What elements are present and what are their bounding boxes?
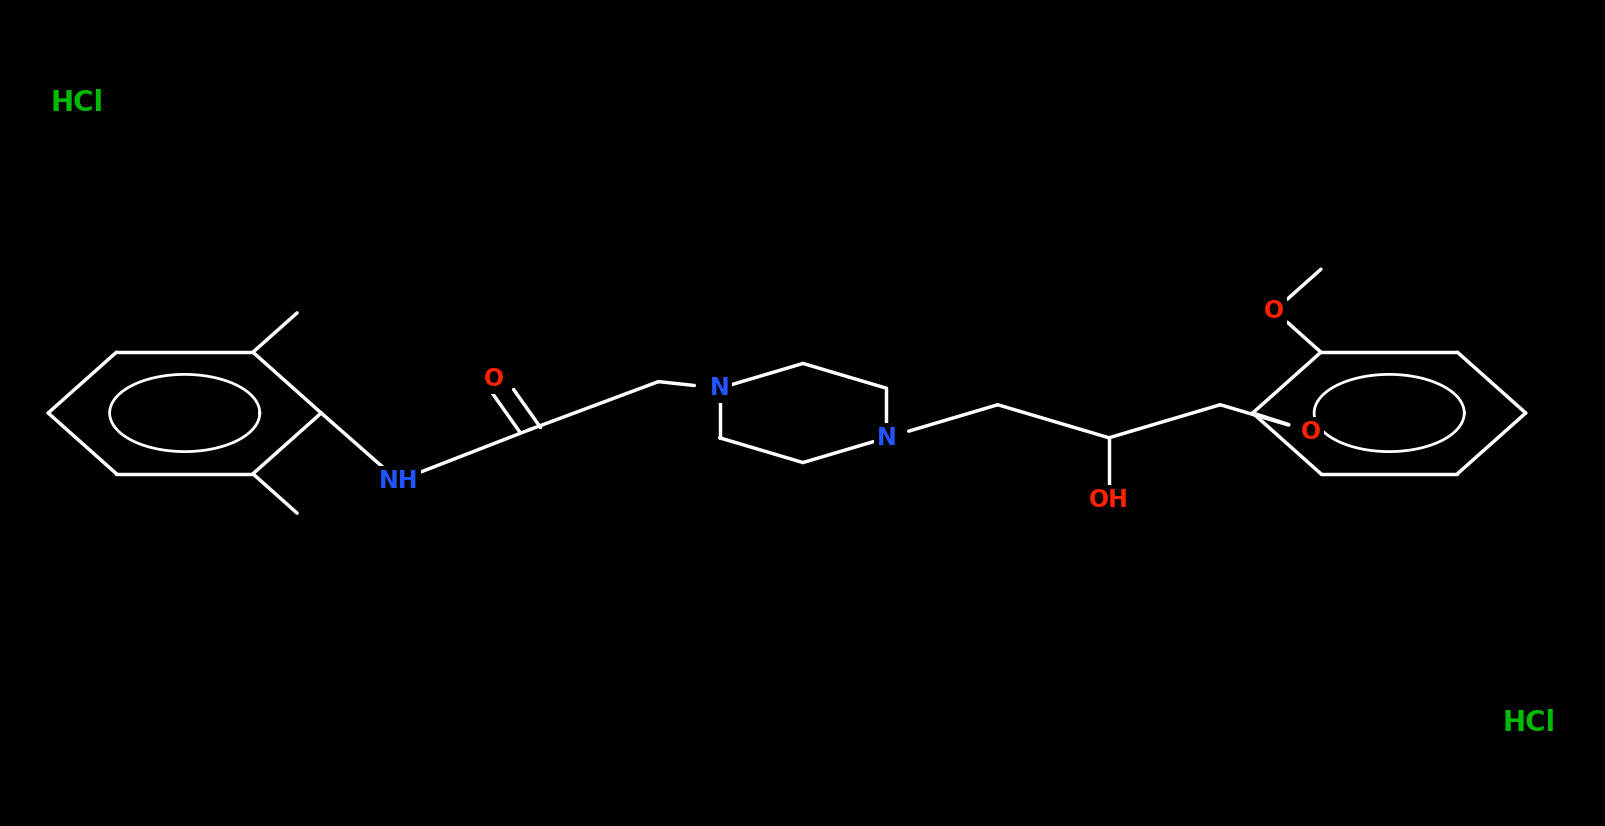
Text: N: N bbox=[876, 425, 896, 450]
Text: O: O bbox=[485, 367, 504, 391]
Text: N: N bbox=[709, 376, 729, 401]
Text: NH: NH bbox=[379, 468, 417, 493]
Text: HCl: HCl bbox=[50, 89, 104, 117]
Text: OH: OH bbox=[1088, 487, 1128, 512]
Text: O: O bbox=[1300, 420, 1319, 444]
Text: O: O bbox=[1263, 299, 1284, 323]
Text: HCl: HCl bbox=[1501, 709, 1555, 737]
